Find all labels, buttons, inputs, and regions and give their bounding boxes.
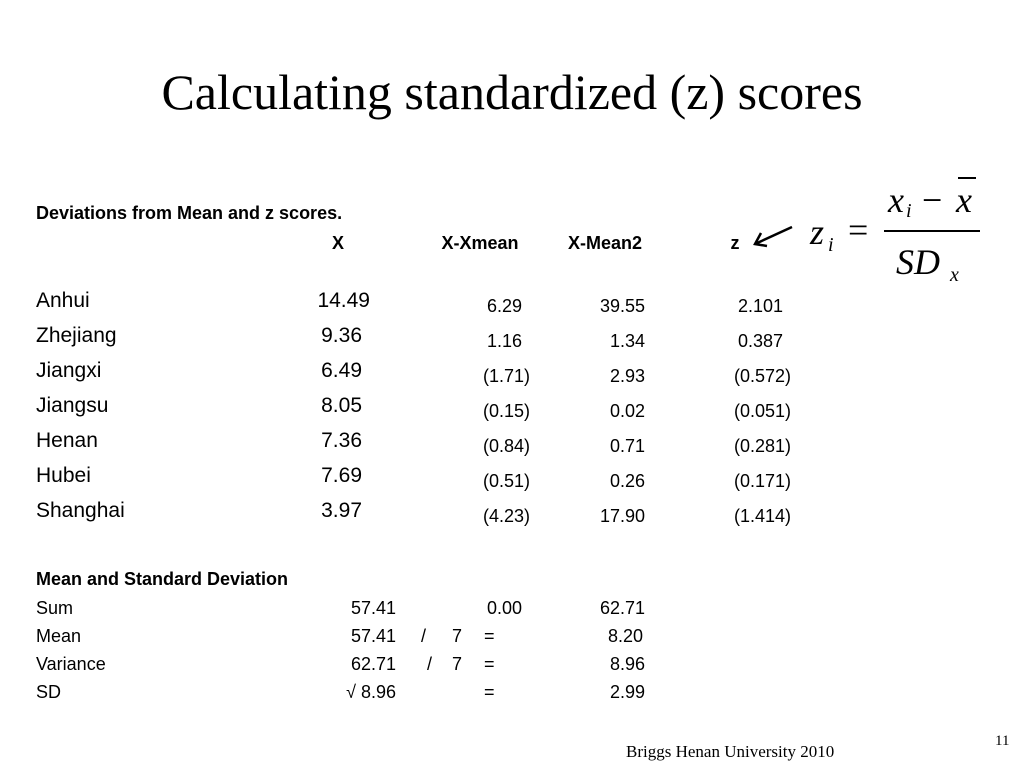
summary-divide: /: [427, 654, 433, 674]
summary-x: 57.41: [350, 626, 396, 646]
row-z: 2.101: [737, 296, 783, 316]
summary-equals: =: [484, 654, 495, 674]
formula-numerator-subscript: i: [906, 200, 912, 222]
row-label: Shanghai: [36, 499, 125, 522]
row-x: 14.49: [317, 289, 370, 312]
summary-label: Sum: [36, 598, 74, 618]
row-label: Zhejiang: [36, 324, 117, 347]
row-deviation: (0.51): [482, 471, 530, 491]
page-number: 11: [995, 733, 1010, 749]
row-label: Anhui: [36, 289, 90, 312]
summary-heading: Mean and Standard Deviation: [36, 569, 289, 589]
row-deviation-squared: 0.26: [609, 471, 645, 491]
row-x: 6.49: [321, 359, 362, 382]
column-header-deviation: X-Xmean: [441, 233, 519, 253]
summary-label: Variance: [36, 654, 106, 674]
row-deviation-squared: 0.02: [609, 401, 645, 421]
row-x: 3.97: [321, 499, 362, 522]
formula-equals: =: [848, 210, 869, 250]
row-label: Jiangxi: [36, 359, 102, 382]
row-x: 8.05: [321, 394, 362, 417]
formula-mean-variable: x: [956, 180, 972, 220]
formula-lhs-variable: z: [810, 212, 825, 252]
slide-title: Calculating standardized (z) scores: [161, 64, 863, 120]
row-x: 7.69: [321, 464, 362, 487]
row-deviation-squared: 1.34: [609, 331, 645, 351]
summary-count: 7: [452, 654, 463, 674]
summary-equals: =: [484, 682, 495, 702]
summary-deviation: 0.00: [486, 598, 522, 618]
summary-deviation-squared: 62.71: [599, 598, 645, 618]
column-header-deviation-squared: X-Mean2: [567, 233, 643, 253]
footer-credit: Briggs Henan University 2010: [626, 742, 835, 761]
arrow-icon: [753, 225, 793, 248]
summary-x: √ 8.96: [346, 682, 396, 702]
formula-denominator: SD: [896, 242, 940, 282]
summary-count: 7: [452, 626, 463, 646]
summary-label: Mean: [36, 626, 82, 646]
row-deviation: 1.16: [486, 331, 522, 351]
summary-x: 62.71: [350, 654, 396, 674]
row-label: Hubei: [36, 464, 91, 487]
row-deviation-squared: 17.90: [599, 506, 645, 526]
row-deviation: (0.84): [482, 436, 530, 456]
row-deviation: (1.71): [482, 366, 530, 386]
formula-lhs-subscript: i: [828, 234, 834, 256]
summary-result: 8.96: [609, 654, 645, 674]
formula-fraction-bar: [884, 230, 980, 232]
summary-x: 57.41: [350, 598, 396, 618]
summary-label: SD: [36, 682, 62, 702]
summary-divide: /: [421, 626, 427, 646]
row-z: (0.572): [733, 366, 791, 386]
row-deviation-squared: 0.71: [609, 436, 645, 456]
formula-denominator-subscript: x: [950, 264, 959, 286]
summary-result: 2.99: [609, 682, 645, 702]
row-z: 0.387: [737, 331, 783, 351]
table-heading: Deviations from Mean and z scores.: [36, 203, 343, 223]
row-deviation-squared: 39.55: [599, 296, 645, 316]
row-deviation: (4.23): [482, 506, 530, 526]
row-deviation: (0.15): [482, 401, 530, 421]
row-deviation: 6.29: [486, 296, 522, 316]
formula-numerator-variable: x: [888, 180, 904, 220]
row-z: (1.414): [733, 506, 791, 526]
formula-minus: −: [922, 180, 943, 220]
row-z: (0.051): [733, 401, 791, 421]
row-label: Jiangsu: [36, 394, 109, 417]
row-deviation-squared: 2.93: [609, 366, 645, 386]
row-z: (0.281): [733, 436, 791, 456]
row-x: 9.36: [321, 324, 362, 347]
summary-result: 8.20: [607, 626, 643, 646]
column-header-z: z: [730, 233, 740, 253]
column-header-x: X: [331, 233, 344, 253]
row-x: 7.36: [321, 429, 362, 452]
summary-equals: =: [484, 626, 495, 646]
formula-mean-bar: [958, 177, 976, 179]
row-label: Henan: [36, 429, 98, 452]
row-z: (0.171): [733, 471, 791, 491]
